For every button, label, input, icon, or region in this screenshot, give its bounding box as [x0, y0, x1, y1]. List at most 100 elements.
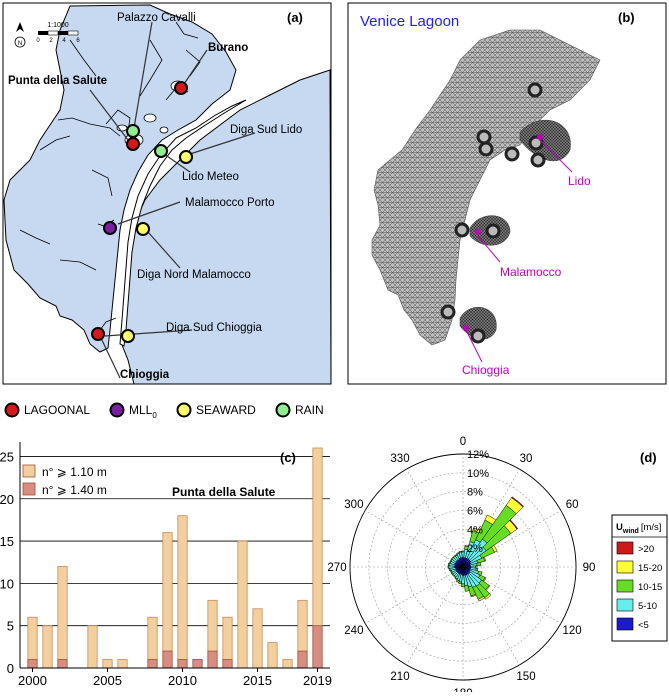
- rose-radial-label: 6%: [467, 506, 483, 518]
- bar-extreme: [162, 650, 173, 669]
- rose-angle-label: 210: [390, 671, 409, 683]
- bar-total: [252, 608, 263, 669]
- station-label: Diga Sud Chioggia: [166, 322, 263, 334]
- station-label: Malamocco Porto: [185, 197, 274, 209]
- rose-radial-label: 8%: [467, 487, 483, 499]
- rose-wedge: [491, 545, 498, 553]
- rose-angle-label: 120: [563, 625, 582, 637]
- wind-rose: (d) 0 30 60 90 120 150 180 210 240 270 300 330 2% 4% 6…: [327, 436, 668, 697]
- marker-lido-meteo: [154, 144, 168, 158]
- station-label: Punta della Salute: [8, 75, 107, 87]
- station-label: Chioggia: [120, 369, 170, 381]
- bar-total: [87, 625, 98, 669]
- north-arrow-icon: N: [14, 22, 26, 48]
- rose-legend-label: 5-10: [638, 601, 657, 612]
- bar-ytick-label: 25: [0, 449, 14, 464]
- scale-bar: 1:1000 0 2 4 6: [36, 22, 80, 44]
- rose-radial-label: 2%: [467, 543, 483, 555]
- rose-spoke: [462, 566, 562, 624]
- rose-angle-label: 90: [583, 562, 596, 574]
- bar-legend-label: n° ⩾ 1.10 m: [42, 465, 107, 479]
- legend-label: MLL0: [129, 403, 157, 420]
- rose-angle-label: 150: [516, 671, 535, 683]
- station-label: Burano: [208, 42, 248, 54]
- rose-angle-label: 60: [566, 499, 579, 511]
- rose-wedge: [448, 567, 451, 571]
- rose-wedge: [461, 550, 465, 553]
- station-label: Diga Nord Malamocco: [137, 269, 251, 281]
- rose-angle-label: 300: [344, 499, 363, 511]
- inlet-markers: [463, 134, 543, 331]
- rose-spoke: [462, 510, 562, 568]
- rose-spoke: [364, 510, 464, 568]
- rose-spoke: [462, 566, 520, 666]
- bar-axes: 0 5 10 15 20 25 2000 2005 2010 2015 2019: [0, 442, 332, 688]
- rose-legend-title: Uwind [m/s]: [616, 522, 661, 535]
- rose-bars: [447, 496, 524, 602]
- bar-total: [102, 659, 113, 669]
- bar-chart: (c) 0 5 10 15 20 25 2000 2005 2010 2015 2019 n° ⩾ …: [0, 442, 332, 688]
- inlet-label: Malamocco: [500, 265, 562, 279]
- mesh-domain: [371, 29, 601, 346]
- rose-angle-label: 240: [344, 625, 363, 637]
- mesh-stations: [440, 82, 546, 344]
- marker-palazzo-cavalli: [126, 124, 140, 138]
- bar-extreme: [297, 650, 308, 669]
- inlet-label: Lido: [568, 174, 591, 188]
- rose-legend-swatch: [616, 560, 634, 574]
- station-label: Diga Sud Lido: [230, 124, 302, 136]
- rose-legend-swatch: [616, 598, 634, 612]
- bar-extreme: [312, 625, 323, 669]
- legend-marker: [176, 402, 192, 418]
- bar-extreme: [207, 650, 218, 669]
- north-label: N: [18, 41, 22, 47]
- bar-chart-title: Punta della Salute: [172, 485, 276, 499]
- scale-tick: 6: [76, 38, 80, 44]
- marker-punta-della-salute: [126, 137, 140, 151]
- bar-total: [162, 532, 173, 669]
- rose-labels: 0 30 60 90 120 150 180 210 240 270 300 330 2% 4% 6% 8% 1…: [327, 436, 596, 697]
- bar-total: [177, 515, 188, 669]
- bar-ytick-label: 5: [7, 619, 14, 634]
- inlet-leaders: [465, 139, 573, 363]
- bar-bars: [27, 447, 323, 669]
- scale-tick: 0: [36, 38, 40, 44]
- bar-xtick-label: 2019: [303, 673, 332, 688]
- rose-wedge: [458, 550, 462, 553]
- panel-b-mesh: Venice Lagoon (b): [347, 2, 667, 385]
- rose-panel-label: (d): [640, 450, 657, 465]
- bar-legend-label: n° ⩾ 1.40 m: [42, 483, 107, 497]
- rose-angle-label: 330: [390, 453, 409, 465]
- bar-total: [282, 659, 293, 669]
- legend-marker: [109, 402, 125, 418]
- scale-ratio: 1:1000: [47, 22, 69, 29]
- rose-ring: [368, 472, 558, 662]
- scale-tick: 2: [49, 38, 53, 44]
- panel-b-label: (b): [618, 10, 635, 25]
- bar-extreme: [57, 659, 68, 669]
- marker-chioggia: [91, 327, 105, 341]
- bar-xtick-label: 2005: [93, 673, 122, 688]
- bar-legend-swatch: [22, 464, 36, 478]
- station-markers: [91, 81, 193, 343]
- marker-diga-nord-malamocco: [136, 222, 150, 236]
- bar-xtick-label: 2000: [18, 673, 47, 688]
- rose-wedge: [470, 593, 477, 598]
- rose-legend-label: 15-20: [638, 563, 662, 574]
- rose-spoke: [406, 468, 464, 568]
- bar-grid: [20, 456, 330, 627]
- rose-legend-swatch: [616, 579, 634, 593]
- rose-wedge: [461, 583, 465, 588]
- bar-total: [42, 625, 53, 669]
- map-channels: [19, 21, 201, 331]
- rose-wedge: [511, 496, 524, 508]
- rose-angle-label: 30: [520, 453, 533, 465]
- bar-total: [57, 566, 68, 669]
- rose-spoke: [364, 566, 464, 624]
- rose-legend-label: <5: [638, 620, 649, 631]
- chart-panel-label: (c): [280, 450, 296, 465]
- barrier-islands: [119, 99, 247, 347]
- bar-extreme: [177, 659, 188, 669]
- rose-angle-label: 180: [453, 688, 472, 692]
